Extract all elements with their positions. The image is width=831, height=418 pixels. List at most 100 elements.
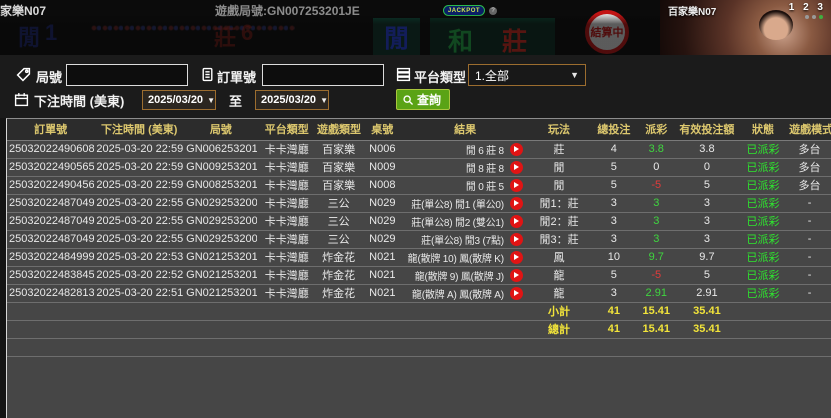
game-table-name: 家樂N07 [0, 4, 47, 18]
cell-status: 已派彩 [737, 248, 789, 267]
cell-game_type: 三公 [315, 194, 362, 213]
column-header-12: 狀態 [737, 119, 789, 141]
grand-total-row: 總計 41 15.41 35.41 [7, 320, 831, 339]
grand-total-row-cell [361, 320, 404, 339]
subtotal-row-cell [257, 302, 316, 321]
date-to-picker[interactable]: 2025/03/20 ▼ [255, 90, 329, 110]
cell-play: 龍 [526, 284, 592, 303]
cell-game_type: 百家樂 [315, 140, 362, 159]
player-bet-zone[interactable]: 閒 [373, 18, 420, 55]
date-from-picker[interactable]: 2025/03/20 ▼ [142, 90, 216, 110]
date-from-value: 2025/03/20 [148, 94, 204, 106]
cell-total_bet: 5 [591, 266, 637, 285]
replay-button[interactable] [509, 232, 523, 246]
cell-play: 閒3：莊 [526, 230, 592, 249]
subtotal-row-cell: 41 [591, 302, 637, 321]
result-text: 莊(單公8) 閒2 (雙公1) [411, 217, 504, 229]
column-header-1: 訂單號 [7, 119, 95, 141]
cell-payout: 3 [636, 230, 677, 249]
search-icon [403, 94, 414, 105]
subtotal-row-cell [737, 302, 789, 321]
column-header-10: 派彩 [636, 119, 677, 141]
cell-valid_bet: 5 [676, 176, 738, 195]
replay-button[interactable] [509, 250, 523, 264]
cell-total_bet: 3 [591, 284, 637, 303]
cell-mode: - [788, 212, 831, 231]
cell-total_bet: 10 [591, 248, 637, 267]
replay-button[interactable] [509, 196, 523, 210]
grand-total-row-label: 總計 [526, 320, 592, 339]
jackpot-help-icon[interactable]: ? [489, 7, 497, 15]
replay-button[interactable] [509, 286, 523, 300]
cell-mode: - [788, 284, 831, 303]
cell-play: 莊 [526, 140, 592, 159]
cell-status: 已派彩 [737, 158, 789, 177]
cell-play: 閒2：莊 [526, 212, 592, 231]
chevron-down-icon: ▼ [320, 95, 328, 105]
grand-total-row-cell [7, 320, 95, 339]
cell-play: 龍 [526, 266, 592, 285]
cell-round_id: GN008253201IU [184, 176, 258, 195]
cell-round_id: GN029253200PB [184, 194, 258, 213]
settling-status-badge: 結算中 [585, 10, 629, 54]
cell-valid_bet: 3 [676, 212, 738, 231]
jackpot-badge: JACKPOT [443, 5, 485, 16]
cell-status: 已派彩 [737, 284, 789, 303]
subtotal-row: 小計 41 15.41 35.41 [7, 302, 831, 321]
grand-total-row-cell [737, 320, 789, 339]
cell-platform: 卡卡灣廳 [257, 230, 316, 249]
replay-button[interactable] [509, 160, 523, 174]
cell-result: 莊(單公8) 閒1 (單公0) [403, 194, 527, 213]
column-header-4: 平台類型 [257, 119, 316, 141]
cell-game_type: 百家樂 [315, 176, 362, 195]
cell-bet_time: 2025-03-20 22:55:37 [94, 212, 185, 231]
cell-result: 閒 8 莊 8 [403, 158, 527, 177]
cell-table_no: N029 [361, 212, 404, 231]
result-text: 龍(散牌 10) 鳳(散牌 K) [407, 253, 504, 265]
column-header-2: 下注時間 (美東) [94, 119, 185, 141]
bet-records-table: 訂單號 下注時間 (美東) 局號 平台類型 遊戲類型 桌號 結果 玩法 總投注 派彩 有效投注額 狀態… [6, 118, 831, 418]
replay-button[interactable] [509, 214, 523, 228]
platform-stack-icon [396, 67, 411, 82]
cell-game_type: 炸金花 [315, 248, 362, 267]
platform-type-select[interactable]: 1.全部 ▼ [468, 64, 586, 86]
cell-platform: 卡卡灣廳 [257, 284, 316, 303]
replay-button[interactable] [509, 268, 523, 282]
cell-bet_time: 2025-03-20 22:51:21 [94, 284, 185, 303]
cell-payout: -5 [636, 266, 677, 285]
player-zone-label: 閒 [383, 24, 409, 53]
grand-total-row-cell [184, 320, 258, 339]
cell-valid_bet: 3 [676, 230, 738, 249]
cell-platform: 卡卡灣廳 [257, 158, 316, 177]
round-no-input[interactable] [66, 64, 188, 86]
cell-play: 閒 [526, 158, 592, 177]
subtotal-row-cell [7, 302, 95, 321]
cell-result: 龍(散牌 9) 鳳(散牌 J) [403, 266, 527, 285]
cell-mode: 多台 [788, 140, 831, 159]
tie-banker-bet-zone[interactable]: 和 莊 [430, 18, 555, 55]
replay-button[interactable] [509, 178, 523, 192]
grand-total-row-cell: 15.41 [636, 320, 677, 339]
live-video-thumbnail[interactable]: 百家樂N07 1 2 3 [660, 0, 831, 55]
order-no-input[interactable] [262, 64, 384, 86]
cell-platform: 卡卡灣廳 [257, 212, 316, 231]
result-text: 閒 0 莊 5 [465, 181, 504, 193]
cell-mode: - [788, 266, 831, 285]
cell-order_id: 250320224906082 [7, 140, 95, 159]
column-header-11: 有效投注額 [676, 119, 738, 141]
cell-platform: 卡卡灣廳 [257, 194, 316, 213]
cell-round_id: GN021253201A4 [184, 248, 258, 267]
result-text: 閒 8 莊 8 [465, 163, 504, 175]
cell-valid_bet: 3 [676, 194, 738, 213]
search-button[interactable]: 查詢 [396, 89, 451, 110]
cell-mode: - [788, 230, 831, 249]
cell-result: 龍(散牌 10) 鳳(散牌 K) [403, 248, 527, 267]
replay-button[interactable] [509, 142, 523, 156]
